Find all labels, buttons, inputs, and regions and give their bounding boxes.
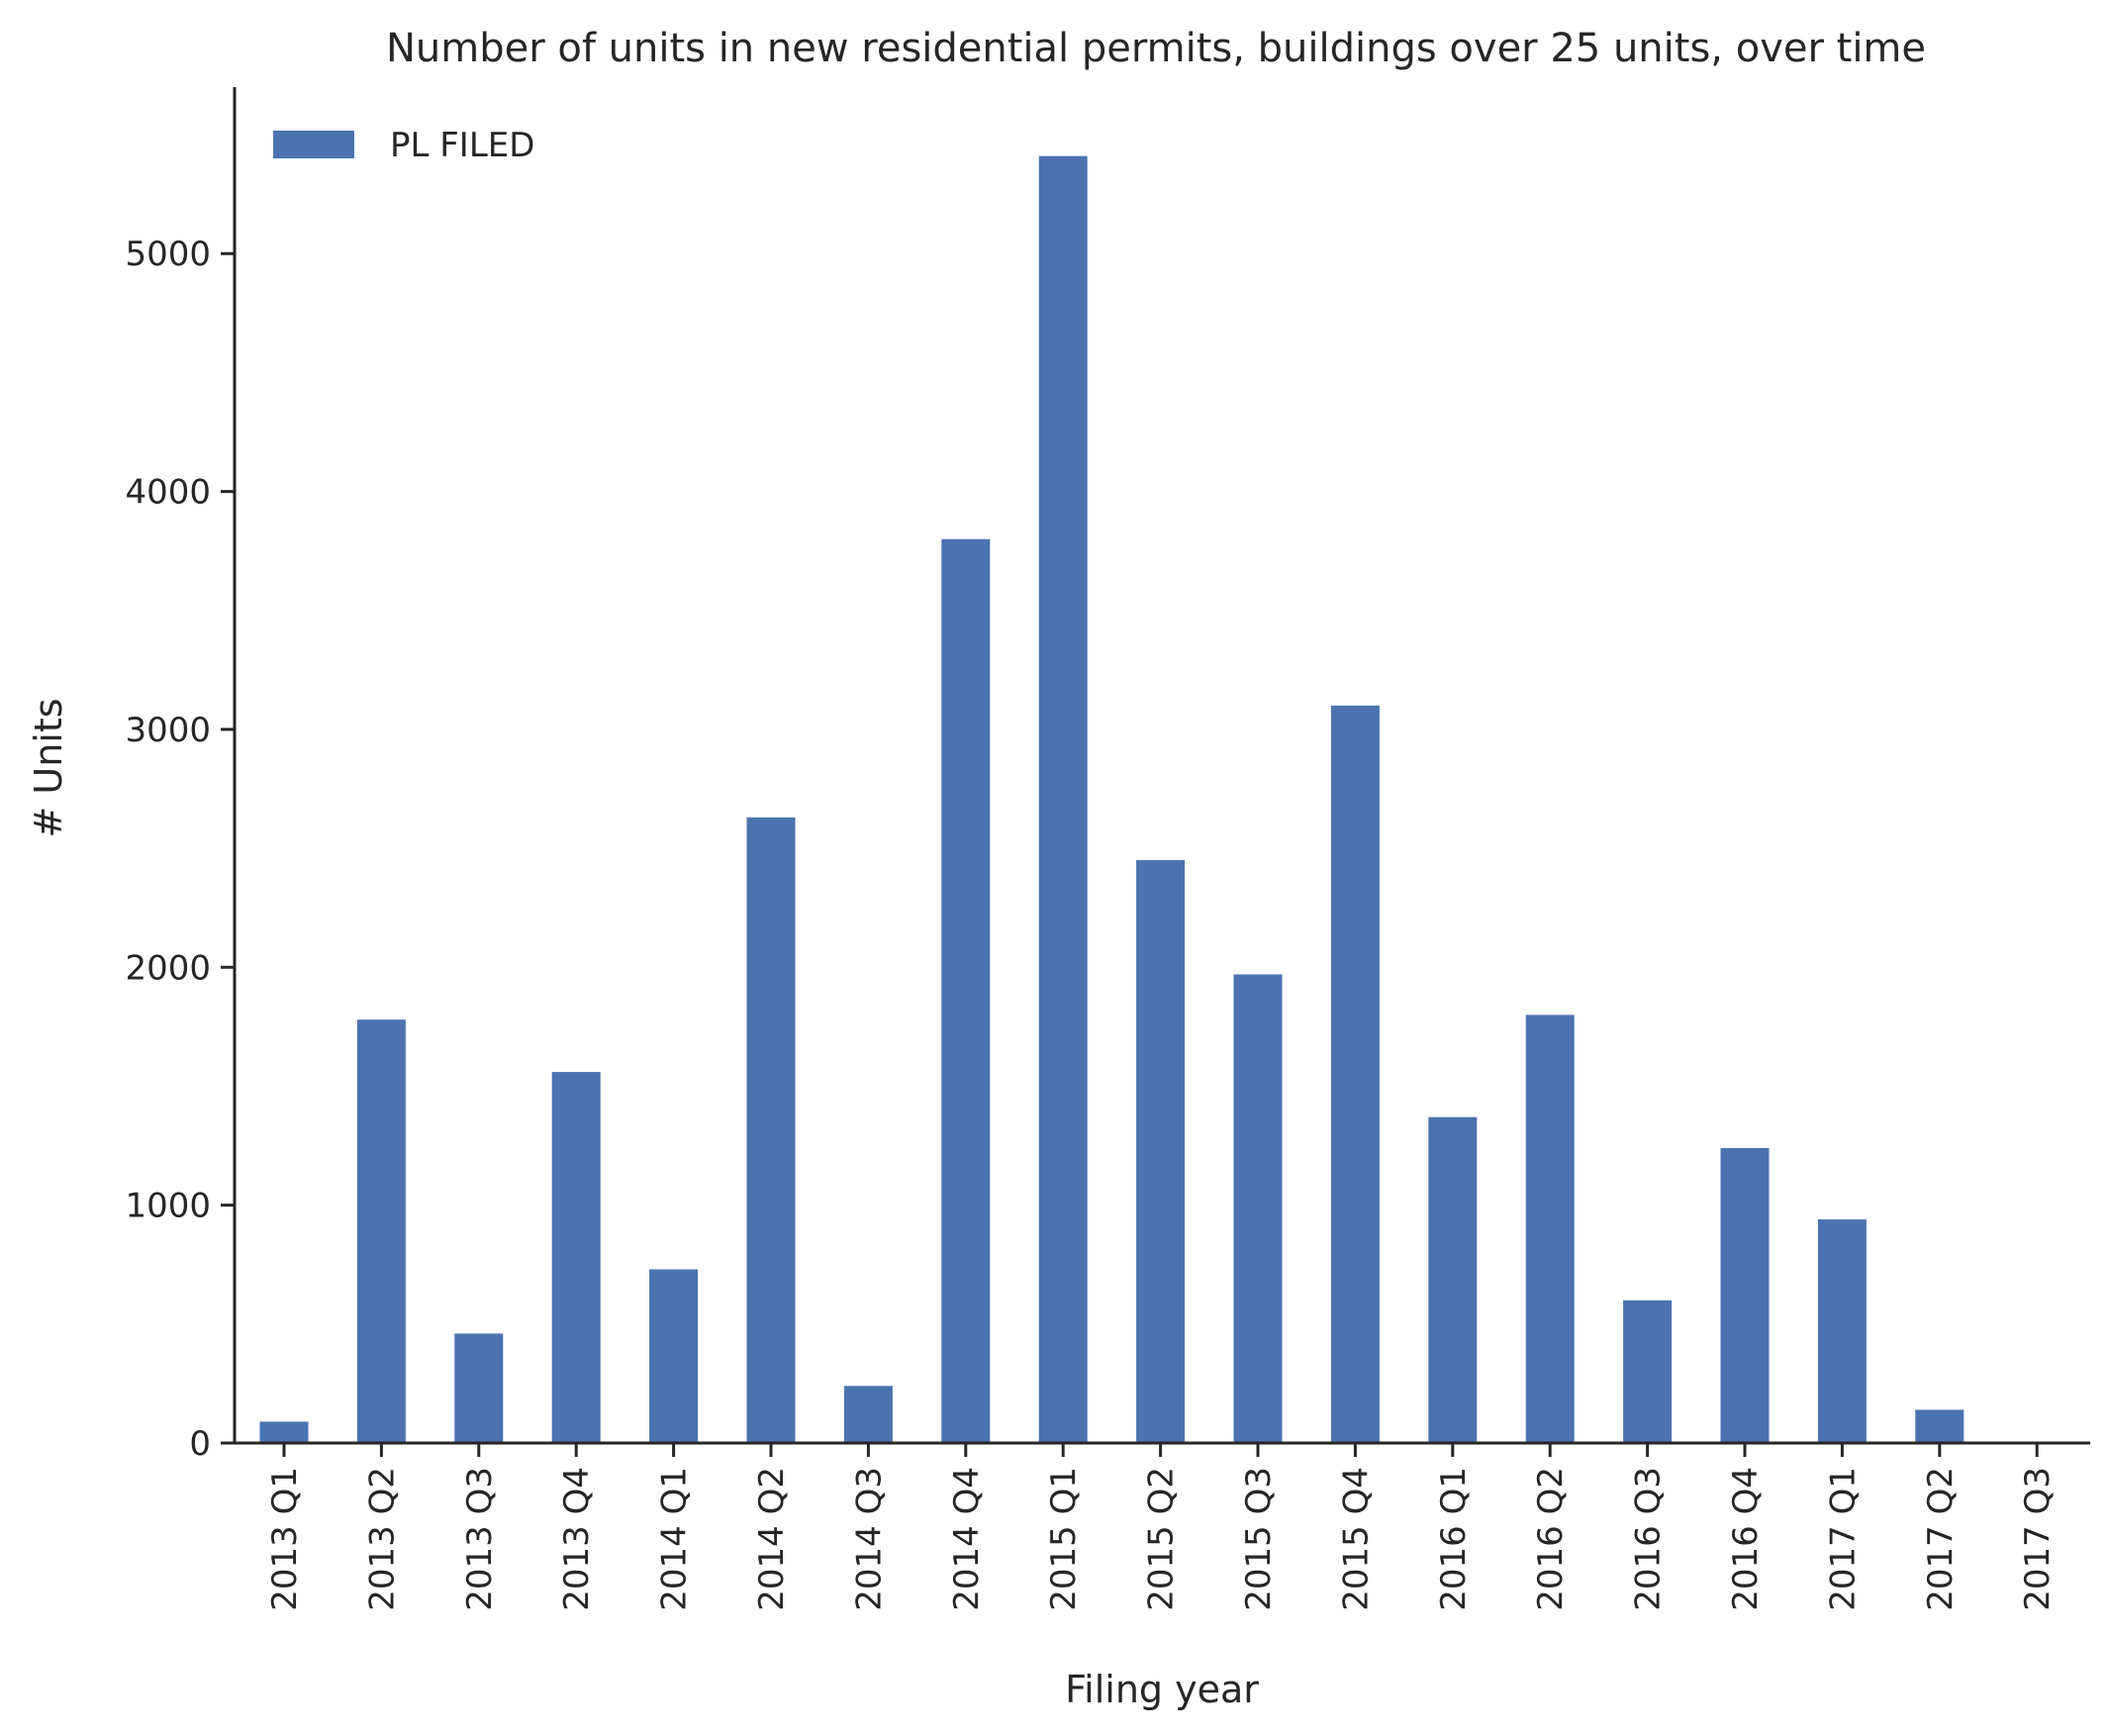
y-tick-label: 2000 [125, 948, 211, 988]
bar-2016-q4 [1720, 1148, 1770, 1443]
x-tick-label: 2013 Q2 [362, 1467, 402, 1611]
bar-2014-q4 [941, 538, 991, 1443]
bar-2015-q3 [1233, 974, 1283, 1443]
legend-swatch [273, 131, 354, 158]
legend-label: PL FILED [390, 126, 534, 165]
x-tick-label: 2015 Q1 [1044, 1467, 1084, 1611]
x-tick-label: 2016 Q4 [1726, 1467, 1766, 1611]
chart-title: Number of units in new residential permi… [386, 26, 1926, 71]
bar-2015-q4 [1330, 705, 1380, 1443]
bar-2017-q1 [1817, 1219, 1867, 1443]
x-tick-label: 2014 Q3 [849, 1467, 889, 1611]
y-axis-ticks: 0 1000 2000 3000 4000 5000 [125, 235, 235, 1464]
bar-2014-q2 [746, 817, 796, 1443]
y-tick-label: 1000 [125, 1187, 211, 1226]
bar-2013-q4 [551, 1072, 601, 1443]
bar-2016-q3 [1623, 1300, 1673, 1443]
x-tick-label: 2014 Q1 [655, 1467, 695, 1611]
x-axis-label: Filing year [1065, 1668, 1259, 1711]
bar-2017-q2 [1915, 1409, 1965, 1443]
legend: PL FILED [273, 126, 534, 165]
bar-2013-q3 [454, 1333, 504, 1443]
bars-group [259, 155, 1965, 1444]
x-tick-label: 2017 Q2 [1921, 1467, 1961, 1611]
x-tick-label: 2017 Q3 [2018, 1467, 2058, 1611]
bar-2014-q1 [649, 1269, 699, 1443]
x-tick-label: 2015 Q2 [1142, 1467, 1182, 1611]
x-tick-label: 2015 Q3 [1239, 1467, 1279, 1611]
bar-2014-q3 [843, 1386, 893, 1443]
bar-2015-q2 [1136, 860, 1186, 1443]
x-tick-label: 2016 Q2 [1531, 1467, 1571, 1611]
x-tick-label: 2017 Q1 [1823, 1467, 1863, 1611]
x-axis-ticks: 2013 Q1 2013 Q2 2013 Q3 2013 Q4 2014 Q1 2014 … [265, 1443, 2058, 1611]
y-tick-label: 5000 [125, 235, 211, 274]
x-tick-label: 2014 Q2 [752, 1467, 792, 1611]
bar-2016-q2 [1525, 1014, 1575, 1443]
x-tick-label: 2015 Q4 [1336, 1467, 1376, 1611]
x-tick-label: 2014 Q4 [947, 1467, 987, 1611]
x-tick-label: 2016 Q1 [1434, 1467, 1474, 1611]
bar-2013-q2 [356, 1019, 406, 1443]
y-tick-label: 4000 [125, 473, 211, 513]
bar-2015-q1 [1038, 155, 1088, 1444]
x-tick-label: 2016 Q3 [1629, 1467, 1669, 1611]
bar-2013-q1 [259, 1421, 309, 1443]
x-tick-label: 2013 Q3 [460, 1467, 500, 1611]
y-axis-label: # Units [27, 698, 70, 837]
y-tick-label: 0 [189, 1424, 211, 1464]
bar-2016-q1 [1428, 1116, 1478, 1443]
x-tick-label: 2013 Q1 [265, 1467, 305, 1611]
x-tick-label: 2013 Q4 [557, 1467, 597, 1611]
y-tick-label: 3000 [125, 711, 211, 750]
